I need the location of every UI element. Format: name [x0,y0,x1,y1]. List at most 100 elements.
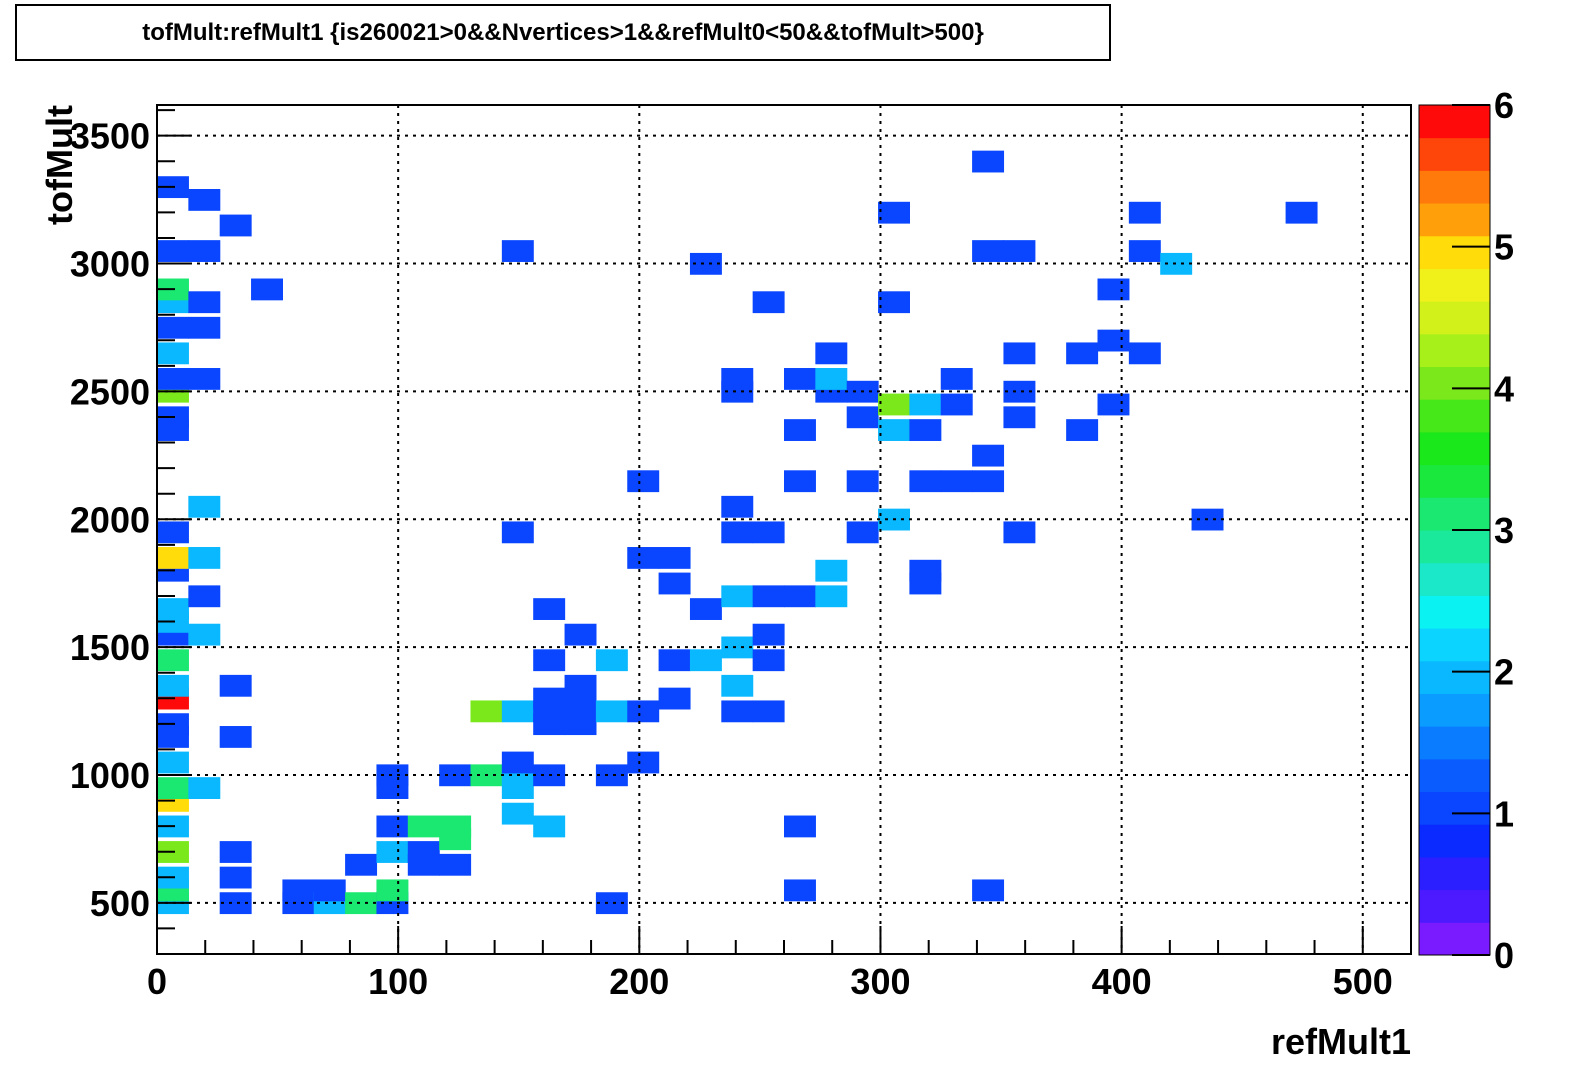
x-tick-label: 0 [147,961,167,1002]
tick-labels: 0 100 200 300 400 500 500 1000 1500 2000 2500 3000 3… [70,116,1393,1002]
colorbar-segment [1419,235,1490,269]
heatmap-cell [1003,406,1036,429]
heatmap-cell [1097,329,1130,352]
heatmap-cell [1066,342,1099,365]
heatmap-cell [909,419,942,441]
colorbar-segment [1419,791,1490,825]
heatmap-cell [940,368,973,390]
heatmap-cell [1128,342,1161,365]
colorbar-segment [1419,464,1490,498]
x-tick-label: 300 [850,961,910,1002]
heatmap-cell [376,764,409,787]
y-tick-label: 3000 [70,244,150,285]
axis-ticks [156,109,1412,954]
grid-lines [157,105,1411,954]
heatmap-cell [815,585,848,608]
x-tick-label: 400 [1092,961,1152,1002]
colorbar-segment [1419,497,1490,531]
heatmap-cell [846,406,879,429]
colorbar-segment [1419,889,1490,923]
x-axis-title: refMult1 [1271,1021,1411,1062]
y-tick-label: 2500 [70,371,150,412]
heatmap-cell [878,393,910,416]
colorbar-segment [1419,203,1490,237]
heatmap-cell [689,252,722,275]
heatmap-cell [1097,278,1130,301]
heatmap-cell [784,815,816,838]
y-tick-label: 3500 [70,116,150,157]
heatmap-cell [470,700,503,723]
heatmap-cell [689,598,722,620]
heatmap-cell [784,585,816,608]
heatmap-cell [972,150,1005,173]
heatmap-cell [1003,342,1036,365]
heatmap-cell [501,802,534,825]
y-tick-label: 1000 [70,755,150,796]
heatmap-cell [784,879,816,902]
x-tick-label: 200 [609,961,669,1002]
heatmap-cell [188,189,221,211]
colorbar-segment [1419,301,1490,335]
heatmap-cell [188,623,221,646]
heatmap-cell [407,841,440,863]
heatmap-cell [533,598,566,620]
heatmap-cell [815,368,848,390]
heatmap-cell [188,291,221,314]
heatmap-cell [219,841,252,863]
heatmap-cell [1128,240,1161,262]
colorbar-tick-label: 3 [1494,510,1514,551]
heatmap-cell [721,495,754,518]
y-tick-label: 2000 [70,499,150,540]
heatmap-cell [972,879,1005,902]
colorbar-segment [1419,333,1490,368]
heatmap-cell [501,751,534,774]
heatmap-cell [878,201,910,224]
heatmap-cell [188,368,221,390]
heatmap-cell [501,521,534,544]
heatmap-cell [752,291,785,314]
colorbar-segment [1419,366,1490,400]
heatmap-cell [595,649,628,672]
heatmap-cell [376,841,409,863]
colorbar: 0 1 2 3 4 5 6 [1418,85,1514,976]
heatmap-cell [407,815,440,838]
colorbar-segment [1419,562,1490,596]
colorbar-tick-label: 4 [1494,368,1514,409]
y-tick-label: 500 [90,883,150,924]
heatmap-cell [721,368,754,390]
colorbar-segment [1419,660,1490,694]
x-tick-label: 100 [368,961,428,1002]
heatmap-cell [784,419,816,441]
heatmap-cell [564,623,597,646]
heatmap-cell [972,470,1005,493]
heatmap-cell [501,240,534,262]
heatmap-cell [157,598,189,620]
heatmap-cell [157,342,189,365]
heatmap-cell [595,764,628,787]
colorbar-segment [1419,856,1490,891]
heatmap-cell [721,674,754,697]
heatmap-cell [1285,201,1318,224]
heatmap-cell [219,866,252,889]
heatmap-cell [1003,240,1036,262]
heatmap-cell [752,585,785,608]
heatmap-cell [627,547,660,569]
heatmap-cell [972,240,1005,262]
heatmap-cell [752,649,785,672]
heatmap-cell [784,368,816,390]
heatmap-cell [627,751,660,774]
heatmap-cell [157,240,189,262]
colorbar-segment [1419,758,1490,793]
heatmap-cell [909,559,942,582]
heatmap-cell [1160,252,1193,275]
heatmap-cell [345,853,378,876]
heatmap-cell [878,291,910,314]
heatmap-cell [784,470,816,493]
heatmap-cell [658,547,691,569]
heatmap-cell [188,316,221,339]
heatmap-cell [219,214,252,237]
heatmap-cell [157,547,189,569]
heatmap-cell [940,393,973,416]
heatmap-cell [439,815,472,838]
heatmap-cell [815,342,848,365]
